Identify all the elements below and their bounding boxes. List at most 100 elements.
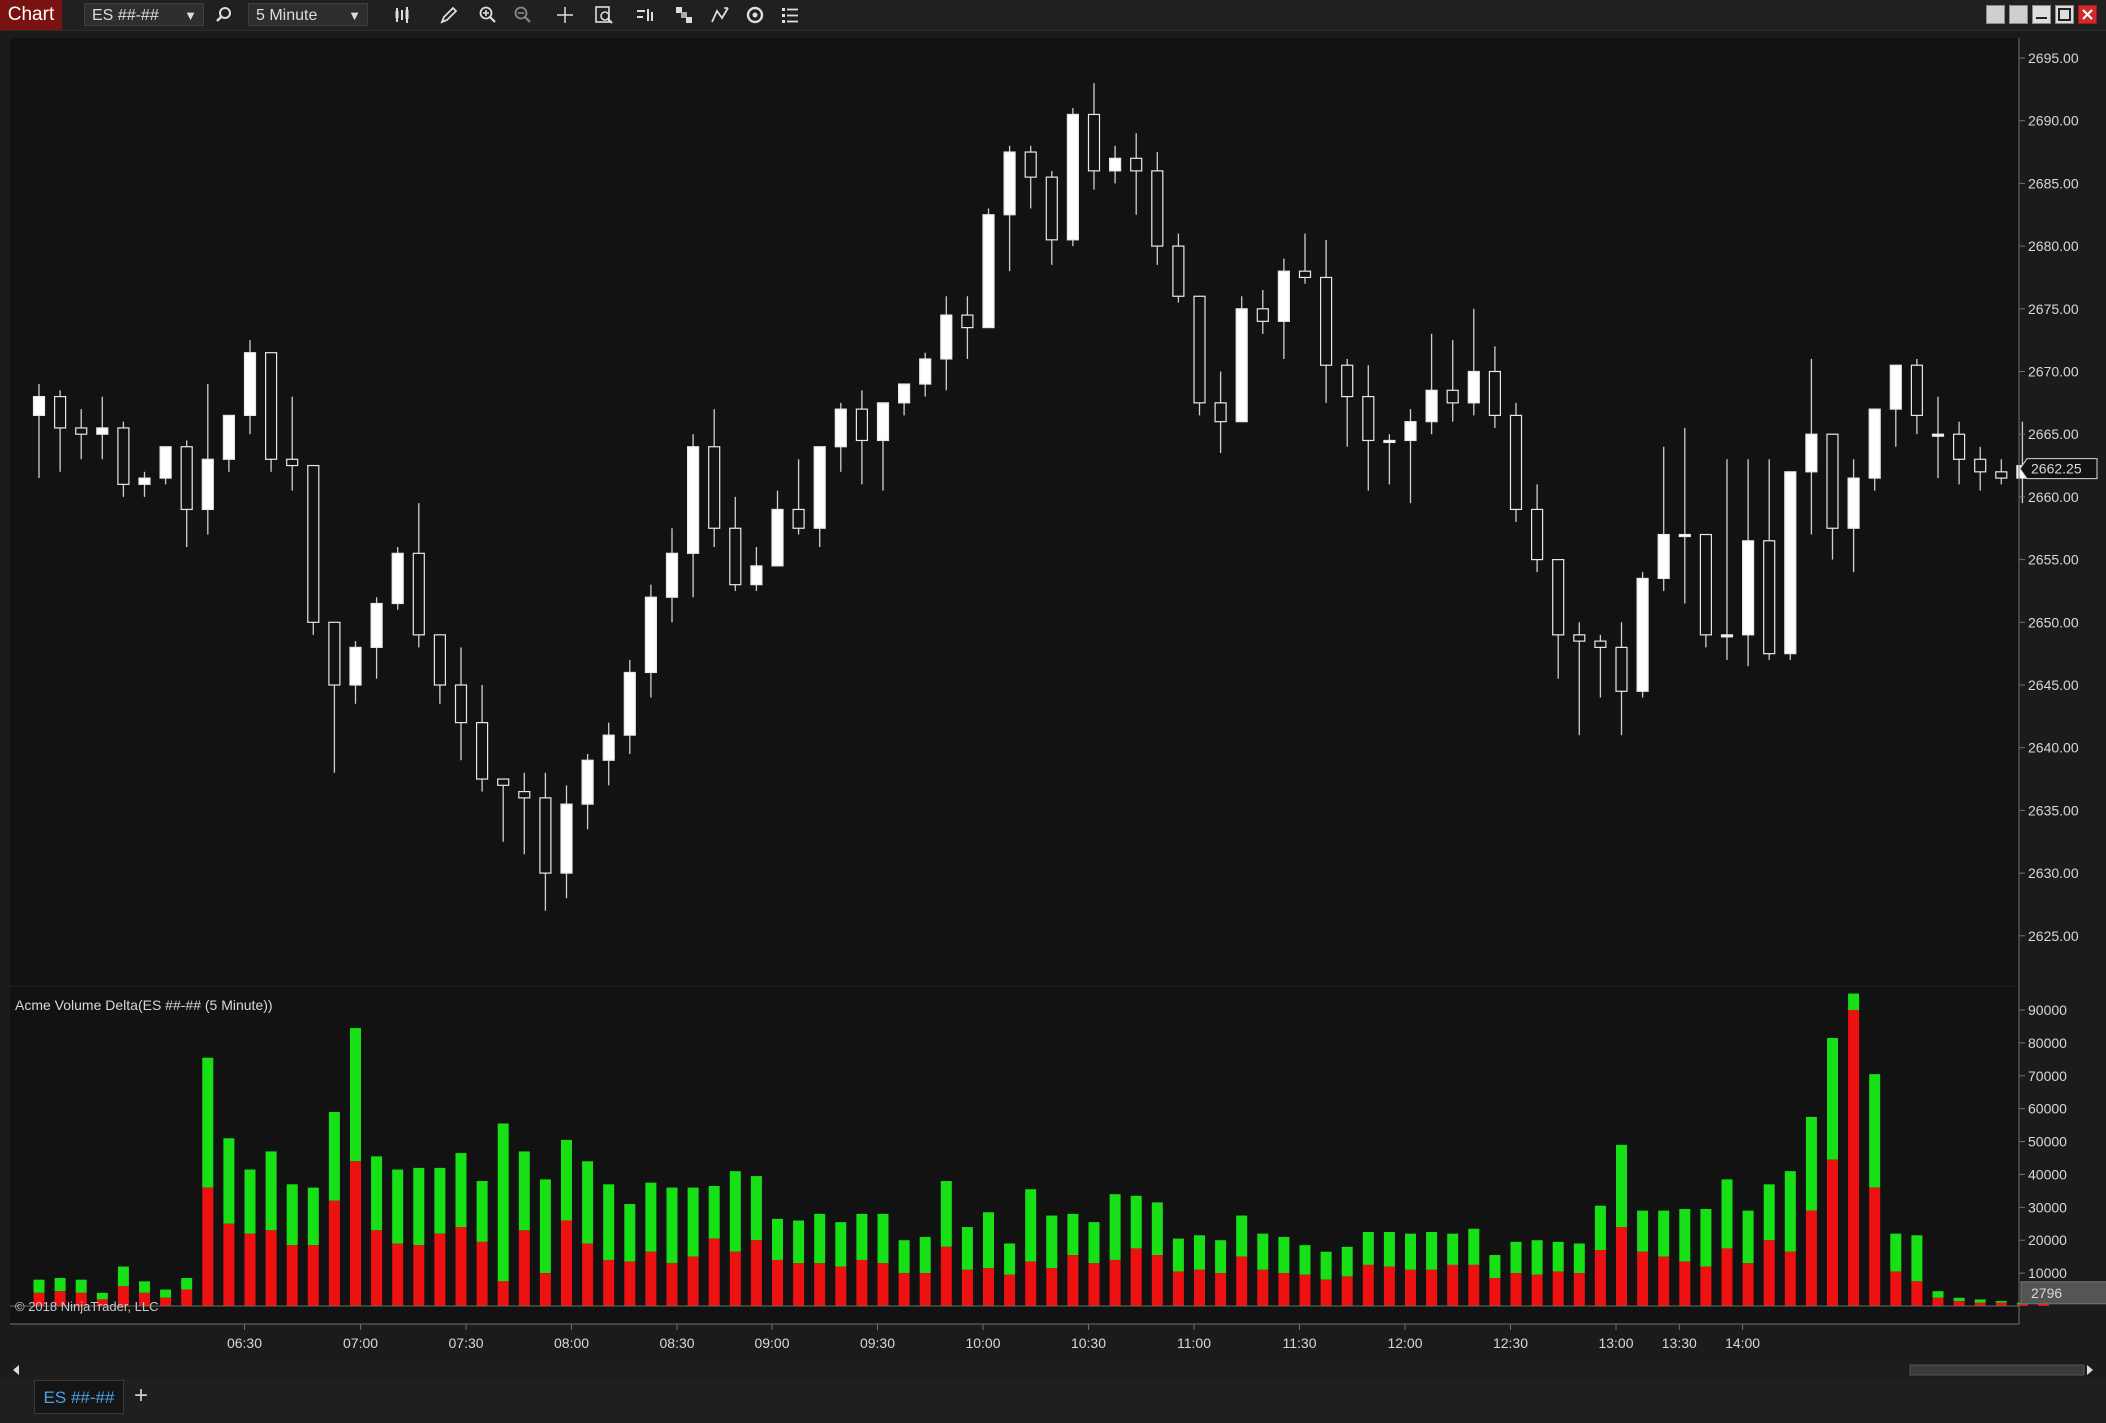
indicators-icon[interactable] [707,3,733,27]
price-tick-label: 2635.00 [2028,802,2079,818]
time-tick-label: 07:30 [449,1335,484,1351]
volume-bar-sell [476,1241,488,1306]
data-box-icon[interactable] [591,3,617,27]
chart-window-tab[interactable]: Chart [0,0,62,30]
candle-body [1530,508,1544,561]
volume-tick-label: 30000 [2028,1199,2067,1215]
volume-bar-sell [1679,1261,1691,1306]
candle-body [1699,533,1713,636]
volume-bar-sell [1953,1301,1965,1306]
last-price-marker [2019,458,2098,480]
copyright-text: © 2018 NinjaTrader, LLC [15,1299,159,1314]
candle-body [307,464,320,623]
minimize-icon[interactable] [2032,5,2051,24]
tile-windows-alt-icon[interactable] [2009,5,2028,24]
candle-body [243,352,257,416]
volume-tick-label: 10000 [2028,1265,2067,1281]
candle-body [1826,433,1839,529]
volume-bar-buy [307,1187,319,1246]
draw-pencil-icon[interactable] [436,3,462,27]
volume-bar-buy [1848,993,1860,1010]
scroll-left-icon[interactable] [13,1365,19,1375]
document-tab-bar [0,1378,2106,1423]
volume-bar-sell [1109,1259,1121,1306]
volume-bar-buy [1025,1189,1037,1262]
candle-body [1003,151,1016,216]
zoom-in-icon[interactable] [475,3,501,27]
candle-body [644,596,658,674]
search-icon[interactable] [211,3,237,27]
add-tab-icon[interactable]: + [133,1382,148,1409]
candle-body [138,477,151,485]
scroll-thumb[interactable] [1909,1364,2085,1376]
properties-list-icon[interactable] [777,3,803,27]
volume-bar-buy [1784,1171,1796,1252]
volume-bar-buy [1827,1037,1838,1160]
candle-body [1235,308,1248,423]
volume-bar-buy [1236,1215,1248,1257]
horizontal-scrollbar[interactable] [10,1362,2096,1378]
last-volume-marker [2020,1281,2106,1305]
instrument-selector[interactable]: ES ##-## ▼ [84,3,204,26]
price-tick-label: 2650.00 [2028,614,2079,630]
volume-bar-sell [898,1273,910,1306]
close-icon[interactable] [2078,5,2097,24]
volume-bar-buy [1151,1202,1163,1256]
volume-bar-buy [645,1182,657,1252]
volume-bar-sell [455,1227,467,1306]
volume-bar-buy [160,1289,172,1298]
volume-bar-buy [1510,1241,1522,1274]
chevron-down-icon: ▼ [184,8,197,23]
volume-bar-buy [856,1213,868,1260]
tab-es-chart[interactable]: ES ##-## [34,1380,124,1414]
candle-body [1024,151,1037,178]
volume-bar-buy [624,1204,636,1262]
bar-type-icon[interactable] [390,3,416,27]
maximize-icon[interactable] [2055,5,2074,24]
time-tick-label: 10:00 [965,1335,1000,1351]
strategy-icon[interactable] [633,3,659,27]
tile-windows-icon[interactable] [1986,5,2005,24]
candle-body [1151,170,1164,247]
candle-body [1066,113,1080,241]
price-tick-label: 2640.00 [2028,740,2079,756]
volume-bar-sell [645,1251,657,1306]
volume-bar-buy [1890,1233,1902,1272]
volume-bar-buy [434,1167,446,1234]
candle-body [433,634,446,686]
crosshair-icon[interactable] [552,3,578,27]
time-tick-label: 07:00 [343,1335,378,1351]
chart-style-icon[interactable] [671,3,697,27]
scroll-right-icon[interactable] [2087,1365,2093,1375]
volume-bar-sell [1004,1274,1016,1306]
volume-bar-buy [1405,1233,1416,1270]
volume-bar-buy [1109,1194,1121,1260]
candle-body [1931,433,1945,437]
volume-bar-sell [1995,1302,2007,1306]
refresh-icon[interactable] [742,3,768,27]
time-tick-label: 14:00 [1725,1335,1760,1351]
candle-body [1910,364,1924,416]
zoom-out-icon[interactable] [510,3,536,27]
volume-tick-label: 20000 [2028,1232,2067,1248]
candle-body [1995,471,2008,479]
interval-selector[interactable]: 5 Minute ▼ [248,3,368,26]
candle-body [201,458,214,511]
candle-body [1974,458,1987,473]
time-tick-label: 12:00 [1387,1335,1422,1351]
price-tick-label: 2690.00 [2028,113,2079,129]
volume-bar-buy [1869,1074,1881,1188]
volume-bar-buy [1468,1228,1480,1265]
volume-bar-sell [286,1245,298,1306]
price-volume-chart[interactable]: 2695.00 2690.00 2685.00 2680.00 2675.00 2670.… [10,38,2106,1358]
chart-panel[interactable]: 2695.00 2690.00 2685.00 2680.00 2675.00 2670.… [10,38,2106,1351]
volume-bar-sell [223,1223,235,1306]
price-tick-label: 2630.00 [2028,865,2079,881]
volume-tick-label: 70000 [2028,1068,2067,1084]
candle-body [897,383,911,404]
volume-bar-sell [624,1261,636,1306]
volume-bar-buy [961,1227,973,1270]
time-tick-label: 11:30 [1283,1335,1317,1351]
candle-body [1341,364,1354,398]
candle-body [1805,433,1818,473]
